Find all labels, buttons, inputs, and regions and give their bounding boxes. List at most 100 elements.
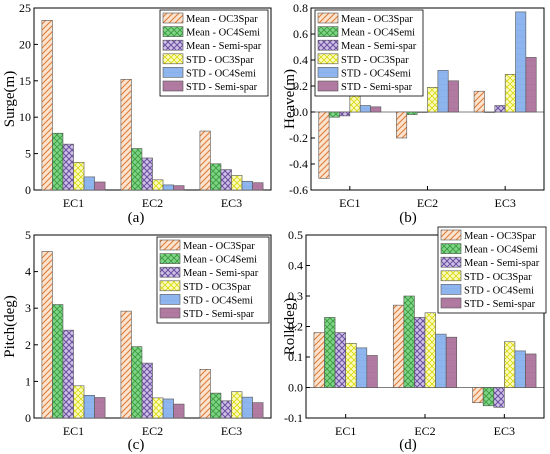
legend-label: STD - OC3Spar	[464, 272, 532, 283]
legend-swatch	[317, 12, 339, 24]
legend-label: STD - OC4Semi	[186, 68, 256, 79]
bar-ec1-series-5	[83, 176, 95, 191]
y-tick-label: 5	[25, 228, 31, 242]
bar-ec2-series-2	[131, 346, 143, 419]
bar-ec3-series-2	[482, 387, 495, 407]
bar-ec2-series-6	[445, 336, 458, 388]
legend-label: Mean - OC4Semi	[186, 28, 260, 39]
bar-ec2-series-3	[141, 362, 153, 419]
bar-ec3-series-1	[473, 90, 485, 113]
y-tick-label: 20	[19, 37, 31, 51]
panel-label: (a)	[128, 210, 145, 226]
bar-ec2-series-2	[406, 111, 418, 115]
legend-label: STD - OC3Spar	[186, 55, 254, 66]
y-tick-label: 0.2	[293, 79, 308, 93]
x-tick-label: EC3	[494, 424, 515, 438]
y-tick-label: 0.4	[293, 53, 308, 67]
bar-ec1-series-3	[62, 143, 74, 191]
bar-ec2-series-3	[141, 157, 153, 191]
bar-ec2-series-5	[437, 70, 449, 113]
bar-ec3-series-1	[199, 130, 211, 191]
bar-ec1-series-2	[328, 111, 340, 118]
y-tick-label: 0.1	[288, 350, 303, 364]
y-tick-label: 0.6	[293, 27, 308, 41]
legend-label: STD - OC3Spar	[183, 282, 251, 293]
bar-ec3-series-6	[252, 182, 264, 191]
bar-ec3-series-1	[199, 369, 211, 419]
y-tick-label: 0.0	[293, 105, 308, 119]
bar-ec3-series-3	[220, 169, 232, 191]
legend-label: Mean - OC3Spar	[186, 14, 258, 25]
legend-swatch	[159, 266, 181, 278]
bar-ec2-series-5	[435, 333, 447, 388]
bar-ec1-series-3	[339, 111, 351, 117]
legend-label: STD - OC4Semi	[183, 295, 253, 306]
bar-ec3-series-2	[484, 111, 496, 113]
bar-ec1-series-3	[334, 332, 346, 388]
x-tick-label: EC1	[63, 424, 84, 438]
legend-swatch	[162, 80, 184, 92]
y-tick-label: 0.2	[288, 320, 303, 334]
bar-ec2-series-1	[392, 304, 405, 388]
bar-ec3-series-4	[504, 341, 516, 388]
bar-ec1-series-5	[355, 347, 368, 388]
bar-ec2-series-4	[424, 312, 436, 388]
bar-ec3-series-2	[210, 163, 222, 191]
panel-label: (d)	[399, 437, 417, 453]
legend-label: Mean - OC4Semi	[464, 245, 538, 256]
x-tick-label: EC1	[339, 196, 360, 210]
bar-ec1-series-1	[313, 332, 325, 388]
legend-label: Mean - Semi-spar	[183, 268, 259, 279]
bar-ec1-series-6	[94, 181, 106, 191]
bar-ec3-series-3	[220, 400, 232, 419]
bar-ec3-series-6	[252, 402, 264, 419]
legend-swatch	[440, 297, 462, 309]
bar-ec3-series-2	[210, 392, 222, 419]
bar-ec1-series-1	[318, 111, 330, 179]
bar-ec1-series-4	[345, 342, 357, 388]
legend-swatch	[159, 294, 181, 305]
bar-ec2-series-1	[120, 79, 132, 191]
legend-swatch	[317, 26, 339, 37]
bar-ec3-series-3	[494, 105, 506, 113]
bar-ec1-series-3	[62, 329, 74, 419]
legend: Mean - OC3Spar Mean - OC4Semi Mean - Semi-…	[437, 226, 547, 314]
legend-swatch	[159, 280, 181, 292]
panel-label: (c)	[128, 437, 145, 453]
legend-swatch	[162, 53, 184, 65]
x-tick-label: EC2	[414, 424, 435, 438]
legend: Mean - OC3Spar Mean - OC4Semi Mean - Semi-…	[156, 236, 270, 324]
bar-ec2-series-4	[427, 87, 439, 113]
y-tick-label: 0.4	[288, 259, 303, 273]
y-tick-label: -0.2	[289, 131, 308, 145]
bar-ec3-series-4	[231, 175, 243, 191]
legend-swatch	[440, 284, 462, 295]
x-tick-label: EC1	[335, 424, 356, 438]
legend-label: STD - Semi-spar	[341, 82, 413, 93]
bar-ec2-series-3	[414, 317, 426, 388]
bar-ec2-series-6	[447, 80, 459, 113]
y-tick-label: 25	[19, 1, 31, 15]
legend-swatch	[162, 12, 184, 24]
bar-ec1-series-2	[324, 317, 336, 388]
bar-ec1-series-2	[52, 304, 64, 419]
legend: Mean - OC3Spar Mean - OC4Semi Mean - Semi-…	[314, 9, 424, 97]
legend-swatch	[162, 26, 184, 37]
legend-label: Mean - OC3Spar	[341, 14, 413, 25]
y-tick-label: 10	[19, 110, 31, 124]
bar-ec2-series-5	[162, 398, 174, 419]
legend-label: Mean - Semi-spar	[186, 41, 262, 52]
bar-ec3-series-3	[493, 387, 505, 408]
bar-ec1-series-4	[73, 385, 85, 419]
bar-ec1-series-2	[52, 132, 64, 191]
bar-ec1-series-6	[366, 355, 378, 388]
bar-ec3-series-1	[472, 387, 484, 404]
y-tick-label: 5	[25, 147, 31, 161]
bar-ec2-series-4	[152, 397, 164, 419]
bar-ec2-series-2	[403, 295, 415, 388]
bar-ec3-series-5	[515, 11, 527, 113]
legend-swatch	[440, 256, 462, 268]
bar-ec3-series-4	[231, 391, 243, 419]
legend-swatch	[317, 39, 339, 51]
